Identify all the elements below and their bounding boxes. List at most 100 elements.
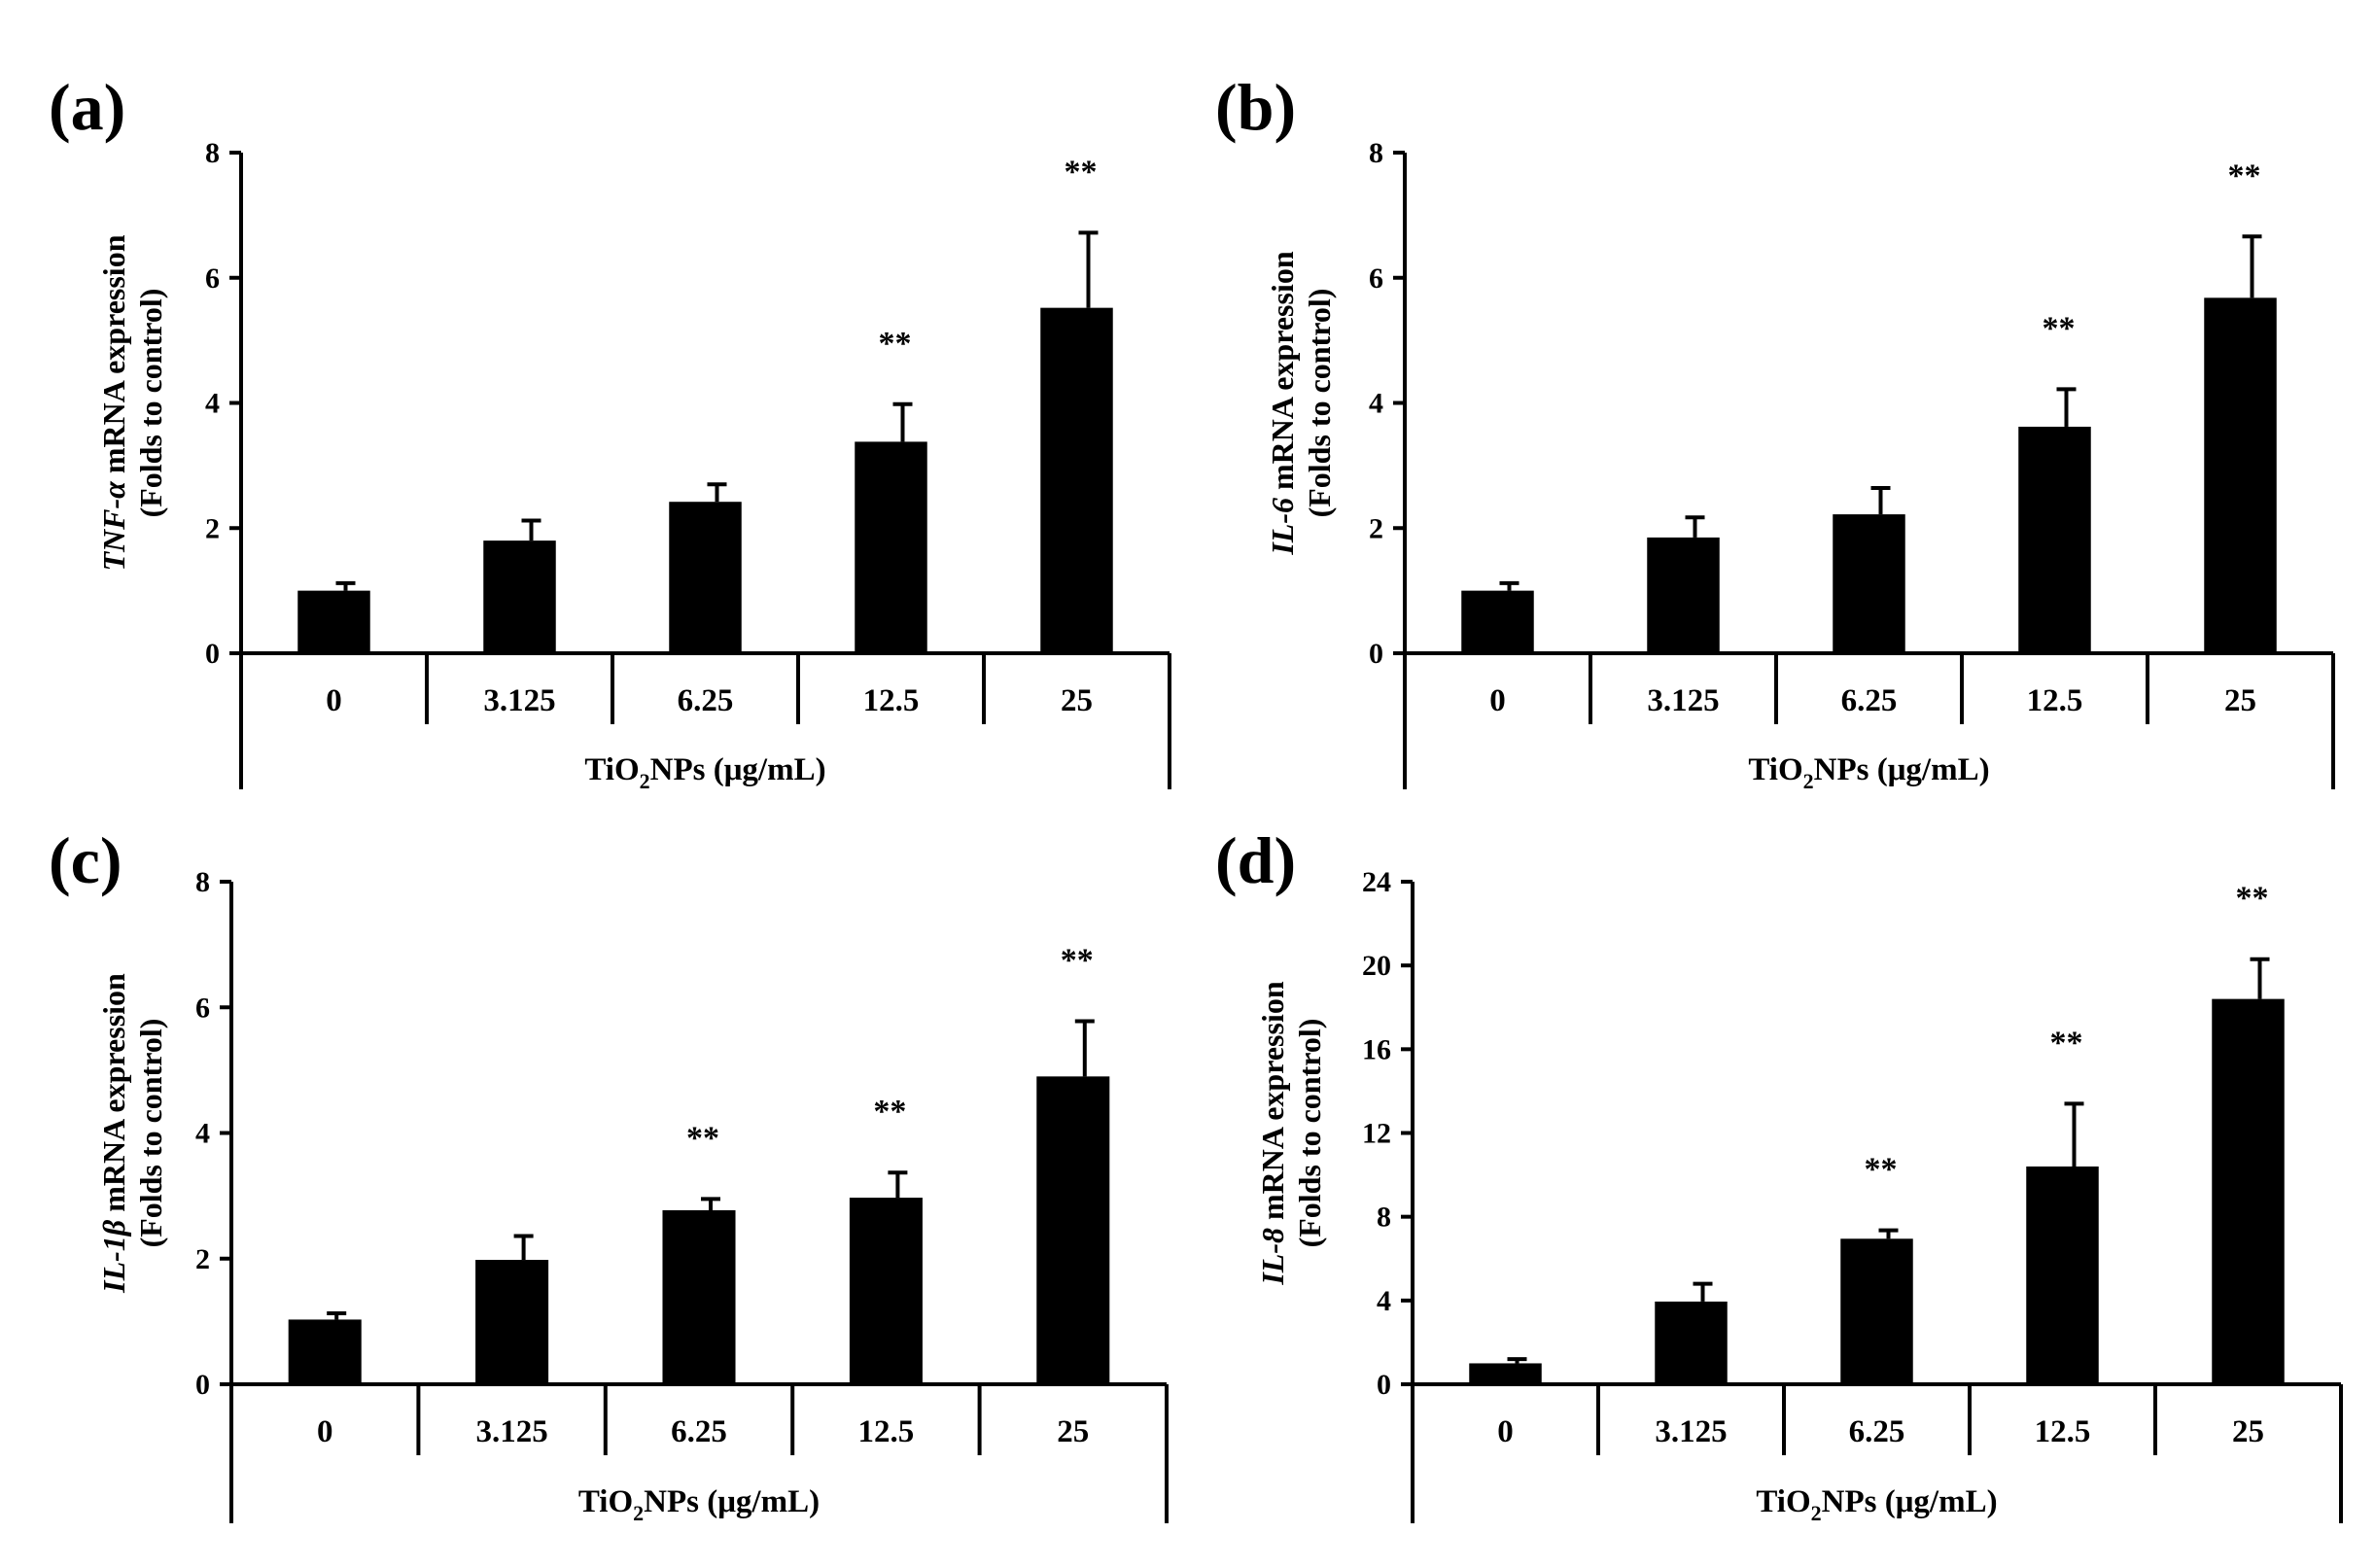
significance-mark-c-4: **	[1061, 942, 1094, 978]
category-label-d-3: 12.5	[2035, 1414, 2091, 1449]
category-label-a-4: 25	[1061, 683, 1093, 718]
y-axis-title-gene-d: IL-8	[1255, 1228, 1290, 1286]
bar-a-0	[297, 590, 370, 653]
y-axis-title-rest-c: mRNA expression	[96, 973, 131, 1220]
significance-mark-d-4: **	[2236, 881, 2269, 917]
significance-mark-c-2: **	[686, 1120, 719, 1156]
bar-c-3	[849, 1198, 923, 1384]
y-tick-label-c-2: 4	[195, 1118, 210, 1150]
category-label-b-1: 3.125	[1647, 683, 1719, 718]
significance-mark-b-3: **	[2043, 310, 2076, 346]
category-label-c-4: 25	[1057, 1414, 1089, 1449]
y-tick-label-d-6: 24	[1362, 866, 1391, 898]
panel-label-a: (a)	[49, 70, 125, 144]
x-axis-title-suffix-a: NPs (μg/mL)	[650, 752, 826, 787]
y-tick-label-b-0: 0	[1369, 638, 1383, 670]
panel-label-d: (d)	[1215, 823, 1296, 897]
x-axis-title-suffix-c: NPs (μg/mL)	[644, 1484, 820, 1519]
y-axis-title-c: IL-1β mRNA expression (Folds to control)	[96, 973, 168, 1294]
y-axis-title-a: TNF-α mRNA expression (Folds to control)	[96, 234, 168, 571]
x-axis-title-prefix-a: TiO	[584, 752, 639, 787]
y-tick-label-d-2: 8	[1377, 1202, 1391, 1234]
y-axis-title-rest-b: mRNA expression	[1265, 251, 1300, 498]
y-tick-label-d-0: 0	[1377, 1369, 1391, 1401]
bar-d-0	[1469, 1363, 1542, 1384]
bar-b-4	[2204, 297, 2277, 653]
x-axis-title-subscript-c: 2	[633, 1501, 644, 1525]
y-axis-title-line1-a: TNF-α mRNA expression	[96, 234, 131, 571]
bar-c-1	[475, 1260, 549, 1384]
category-label-c-0: 0	[317, 1414, 333, 1449]
y-tick-label-d-1: 4	[1377, 1285, 1391, 1317]
category-label-b-0: 0	[1489, 683, 1506, 718]
x-axis-title-c: TiO2NPs (μg/mL)	[578, 1484, 820, 1525]
bar-a-1	[483, 540, 556, 653]
bar-a-3	[855, 441, 927, 653]
y-axis-title-line2-d: (Folds to control)	[1292, 1019, 1327, 1248]
y-axis-title-line2-c: (Folds to control)	[133, 1019, 168, 1248]
panel-d: (d) 0 4 8 12 16 20 24 0 3.125 ** 6.25 ** 12.5 ** 25 TiO2…	[1215, 823, 2343, 1525]
y-axis-title-gene-c: IL-1β	[96, 1219, 131, 1294]
y-tick-label-a-1: 2	[205, 512, 220, 544]
x-axis-title-d: TiO2NPs (μg/mL)	[1756, 1484, 1997, 1525]
category-label-a-2: 6.25	[678, 683, 734, 718]
y-tick-label-a-2: 4	[205, 388, 220, 420]
x-axis-title-suffix-b: NPs (μg/mL)	[1814, 752, 1990, 787]
y-tick-label-b-3: 6	[1369, 262, 1383, 295]
x-axis-title-prefix-b: TiO	[1748, 752, 1802, 787]
bar-d-1	[1655, 1301, 1728, 1384]
x-axis-title-a: TiO2NPs (μg/mL)	[584, 752, 825, 793]
category-label-b-4: 25	[2224, 683, 2256, 718]
panel-label-b: (b)	[1215, 70, 1296, 144]
x-axis-title-subscript-b: 2	[1803, 769, 1814, 793]
y-tick-label-d-5: 20	[1362, 950, 1391, 982]
category-label-b-3: 12.5	[2027, 683, 2083, 718]
category-label-c-3: 12.5	[858, 1414, 915, 1449]
bar-a-2	[669, 502, 742, 653]
category-label-d-0: 0	[1497, 1414, 1514, 1449]
y-tick-label-b-1: 2	[1369, 512, 1383, 544]
y-axis-title-b: IL-6 mRNA expression (Folds to control)	[1265, 251, 1337, 556]
y-axis-title-rest-d: mRNA expression	[1255, 981, 1290, 1228]
panel-label-c: (c)	[49, 823, 122, 897]
y-axis-title-gene-b: IL-6	[1265, 498, 1300, 556]
bar-d-4	[2212, 998, 2285, 1384]
category-label-d-2: 6.25	[1849, 1414, 1905, 1449]
bar-b-0	[1461, 590, 1534, 653]
y-axis-title-rest-a: mRNA expression	[96, 234, 131, 481]
x-axis-title-suffix-d: NPs (μg/mL)	[1822, 1484, 1998, 1519]
significance-mark-d-3: **	[2050, 1025, 2083, 1061]
category-label-a-3: 12.5	[863, 683, 920, 718]
category-label-a-0: 0	[326, 683, 342, 718]
bar-a-4	[1040, 307, 1113, 653]
category-label-d-4: 25	[2232, 1414, 2264, 1449]
y-tick-label-a-4: 8	[205, 137, 220, 169]
x-axis-title-subscript-d: 2	[1811, 1501, 1822, 1525]
bar-c-2	[662, 1209, 736, 1384]
bar-d-2	[1840, 1238, 1913, 1384]
y-tick-label-c-0: 0	[195, 1369, 210, 1401]
x-axis-title-prefix-d: TiO	[1756, 1484, 1810, 1519]
x-axis-title-subscript-a: 2	[640, 769, 650, 793]
significance-mark-a-4: **	[1065, 154, 1098, 190]
y-axis-title-line2-a: (Folds to control)	[133, 289, 168, 518]
y-tick-label-c-4: 8	[195, 866, 210, 898]
bar-d-3	[2026, 1166, 2099, 1384]
y-axis-title-d: IL-8 mRNA expression (Folds to control)	[1255, 981, 1327, 1286]
y-axis-title-line1-d: IL-8 mRNA expression	[1255, 981, 1290, 1286]
significance-mark-a-3: **	[879, 326, 912, 362]
y-axis-title-line1-c: IL-1β mRNA expression	[96, 973, 131, 1294]
category-label-c-1: 3.125	[475, 1414, 547, 1449]
category-label-c-2: 6.25	[671, 1414, 727, 1449]
bar-b-1	[1647, 537, 1720, 653]
y-axis-title-gene-a: TNF-α	[96, 480, 131, 572]
significance-mark-d-2: **	[1865, 1152, 1898, 1188]
x-axis-title-b: TiO2NPs (μg/mL)	[1748, 752, 1989, 793]
y-axis-title-line1-b: IL-6 mRNA expression	[1265, 251, 1300, 556]
y-tick-label-c-3: 6	[195, 992, 210, 1024]
y-tick-label-d-4: 16	[1362, 1033, 1391, 1065]
